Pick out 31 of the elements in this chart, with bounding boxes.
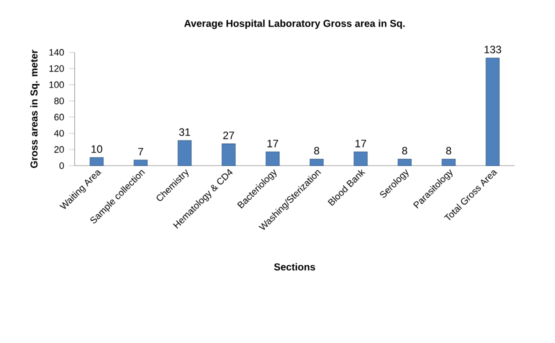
- data-label: 7: [138, 148, 144, 156]
- data-label: 17: [356, 140, 366, 148]
- y-tick-label: 80: [54, 98, 64, 104]
- y-tick-label: 20: [54, 146, 64, 153]
- y-tick-label: 60: [54, 114, 64, 120]
- data-label: 133: [484, 46, 502, 54]
- bar: [178, 140, 192, 166]
- bar: [222, 144, 236, 166]
- data-label: 8: [402, 146, 408, 154]
- bar: [310, 158, 324, 166]
- bar: [134, 160, 148, 166]
- y-tick-label: 40: [54, 130, 64, 137]
- bar: [442, 158, 456, 166]
- data-label: 27: [223, 132, 234, 140]
- bar: [266, 152, 280, 166]
- bar: [90, 157, 104, 166]
- bar: [354, 152, 368, 166]
- bar: [398, 158, 412, 166]
- data-label: 10: [92, 145, 102, 153]
- y-tick-label: 100: [49, 81, 64, 88]
- x-axis-title: Sections: [274, 263, 316, 270]
- y-tick-label: 120: [49, 65, 64, 72]
- y-tick-label: 0: [59, 162, 64, 169]
- data-label: 8: [314, 146, 320, 154]
- bar: [486, 58, 500, 166]
- data-label: 8: [446, 146, 452, 154]
- data-label: 17: [268, 140, 278, 148]
- y-tick-label: 140: [49, 49, 64, 56]
- y-axis-title: Gross areas in Sq. meter: [30, 50, 40, 168]
- chart-title: Average Hospital Laboratory Gross area in Sq.: [184, 20, 405, 29]
- data-label: 31: [179, 128, 190, 136]
